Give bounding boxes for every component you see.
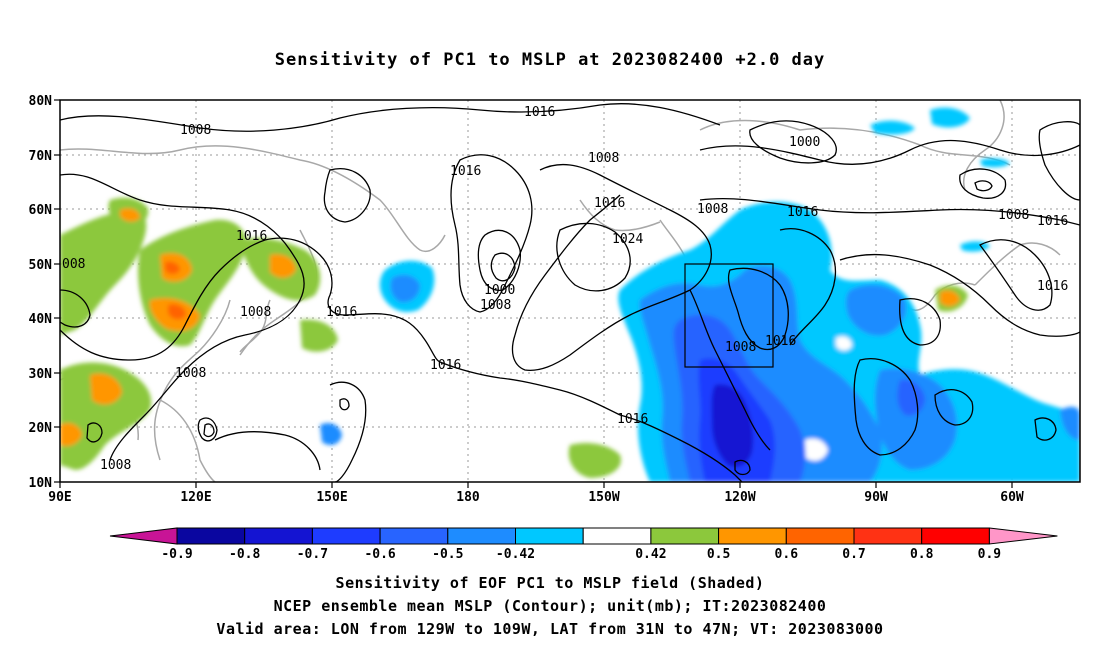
colorbar-label: -0.8: [229, 547, 260, 562]
contour-label: 1000: [789, 135, 820, 150]
lon-label: 150W: [588, 490, 619, 505]
lat-label: 20N: [29, 421, 53, 436]
colorbar-label: -0.7: [297, 547, 328, 562]
contour-label: 1008: [100, 458, 131, 473]
lat-label: 70N: [29, 149, 53, 164]
contour-label: 008: [62, 257, 85, 272]
colorbar-swatch: [515, 527, 584, 545]
colorbar-swatch: [447, 527, 516, 545]
colorbar-label: 0.8: [910, 547, 934, 562]
contour-label: 1000: [484, 283, 515, 298]
map-frame: [59, 99, 1081, 483]
positive-sensitivity-shading: [60, 197, 968, 478]
colorbar-label: 0.7: [842, 547, 865, 562]
contour-label: 1016: [326, 305, 357, 320]
contour-label: 1016: [236, 229, 267, 244]
lat-label: 40N: [29, 312, 53, 327]
colorbar-swatch: [650, 527, 720, 545]
colorbar-label: 0.42: [635, 547, 666, 562]
colorbar-label: -0.6: [364, 547, 395, 562]
contour-label: 1024: [612, 232, 643, 247]
lon-label: 90E: [48, 490, 71, 505]
lon-label: 150E: [316, 490, 347, 505]
contour-label: 1016: [1037, 279, 1068, 294]
caption-line-1: Sensitivity of EOF PC1 to MSLP field (Sh…: [335, 574, 765, 592]
colorbar: -0.9 -0.8 -0.7 -0.6 -0.5 -0.42 0.42 0.5 0.6 0.7 0.…: [109, 527, 1058, 562]
lon-label: 60W: [1000, 490, 1024, 505]
colorbar-label: -0.42: [496, 547, 535, 562]
lon-label: 120E: [180, 490, 211, 505]
contour-labels: 1008 1016 1016 1008 1000 1016 1016 1016 …: [62, 105, 1068, 473]
colorbar-label: -0.5: [432, 547, 463, 562]
contour-label: 1016: [617, 412, 648, 427]
colorbar-swatch: [785, 527, 855, 545]
lon-label: 180: [456, 490, 480, 505]
colorbar-swatch: [718, 527, 787, 545]
lat-label: 10N: [29, 476, 53, 491]
contour-label: 1008: [240, 305, 271, 320]
contour-label: 1008: [725, 340, 756, 355]
caption-line-2: NCEP ensemble mean MSLP (Contour); unit(…: [273, 597, 827, 615]
colorbar-label: 0.9: [978, 547, 1001, 562]
contour-label: 1008: [998, 208, 1029, 223]
colorbar-label: -0.9: [161, 547, 192, 562]
contour-label: 1016: [1037, 214, 1068, 229]
longitude-labels: 90E 120E 150E 180 150W 120W 90W 60W: [48, 490, 1024, 505]
lat-label: 80N: [29, 94, 53, 109]
caption-line-3: Valid area: LON from 129W to 109W, LAT f…: [216, 620, 884, 638]
colorbar-label: 0.6: [775, 547, 799, 562]
contour-label: 1008: [175, 366, 206, 381]
contour-label: 1008: [697, 202, 728, 217]
contour-label: 1016: [450, 164, 481, 179]
negative-sensitivity-shading: [320, 107, 1080, 482]
contour-label: 1008: [588, 151, 619, 166]
valid-area-box: [684, 263, 774, 368]
contour-label: 1016: [594, 196, 625, 211]
lon-label: 90W: [864, 490, 888, 505]
contour-label: 1016: [524, 105, 555, 120]
contour-label: 1016: [787, 205, 818, 220]
latitude-labels: 80N 70N 60N 50N 40N 30N 20N 10N: [29, 94, 53, 491]
contour-label: 1016: [430, 358, 461, 373]
colorbar-swatch: [311, 527, 381, 545]
colorbar-swatch: [244, 527, 313, 545]
colorbar-under-arrow: [109, 527, 178, 545]
colorbar-label: 0.5: [707, 547, 730, 562]
contour-label: 1008: [480, 298, 511, 313]
axis-ticks: [54, 99, 1013, 488]
colorbar-swatch: [853, 527, 923, 545]
colorbar-swatch: [379, 527, 449, 545]
colorbar-swatch: [921, 527, 990, 545]
lat-label: 30N: [29, 367, 53, 382]
contour-label: 1008: [180, 123, 211, 138]
lat-label: 60N: [29, 203, 53, 218]
colorbar-over-arrow: [988, 527, 1058, 545]
contour-label: 1016: [765, 334, 796, 349]
mslp-contours: [60, 103, 1080, 482]
colorbar-swatch: [582, 527, 652, 545]
lon-label: 120W: [724, 490, 755, 505]
colorbar-swatch: [176, 527, 246, 545]
map-title: Sensitivity of PC1 to MSLP at 2023082400…: [274, 50, 826, 70]
lat-label: 50N: [29, 258, 53, 273]
